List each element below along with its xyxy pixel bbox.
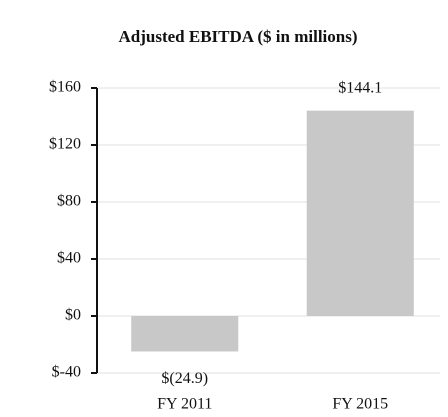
bar <box>131 316 239 352</box>
y-tick-label: $0 <box>65 307 81 324</box>
value-label: $144.1 <box>338 79 382 96</box>
chart-title: Adjusted EBITDA ($ in millions) <box>119 27 358 46</box>
y-tick-label: $80 <box>57 193 81 210</box>
y-tick-label: $160 <box>49 79 81 96</box>
bar <box>306 110 414 316</box>
x-tick-label: FY 2011 <box>157 396 212 413</box>
y-tick-label: $-40 <box>52 364 81 381</box>
x-tick-label: FY 2015 <box>332 396 388 413</box>
value-label: $(24.9) <box>161 370 208 387</box>
y-tick-label: $120 <box>49 136 81 153</box>
y-tick-label: $40 <box>57 250 81 267</box>
